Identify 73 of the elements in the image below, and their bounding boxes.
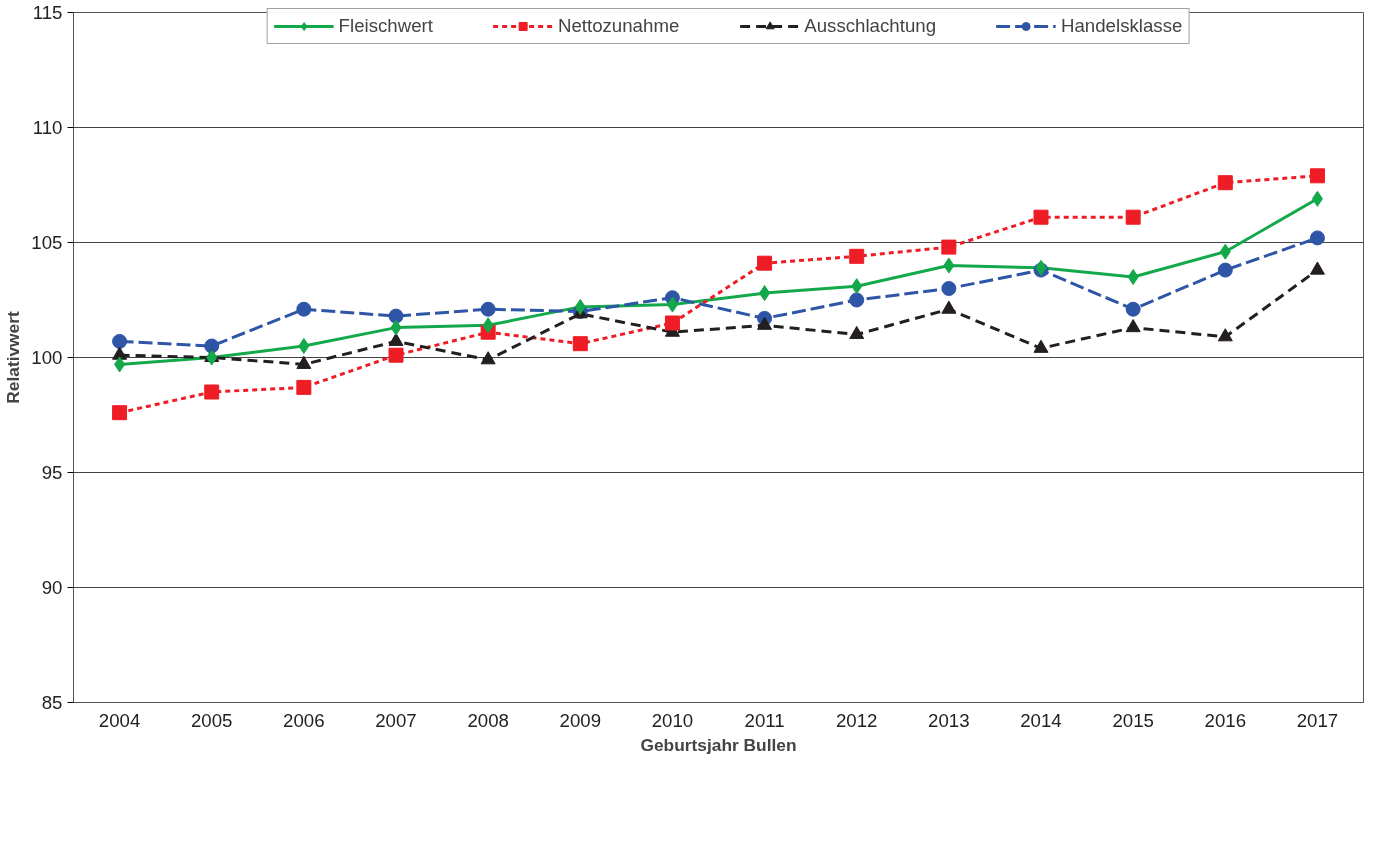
legend-label: Handelsklasse — [1061, 14, 1183, 37]
legend-label: Ausschlachtung — [804, 14, 937, 37]
point — [112, 346, 128, 360]
x-tick-label: 2009 — [559, 709, 602, 731]
point — [1217, 262, 1233, 278]
point — [1309, 261, 1325, 275]
point — [666, 296, 678, 313]
point — [757, 255, 773, 271]
x-tick-label: 2010 — [651, 709, 694, 731]
point — [204, 384, 220, 400]
x-tick-label: 2004 — [98, 709, 141, 731]
legend-label: Fleischwert — [338, 14, 433, 37]
point — [298, 338, 310, 354]
point — [296, 355, 312, 369]
x-tick-label: 2012 — [835, 709, 878, 731]
point — [388, 308, 404, 324]
y-tick-label: 90 — [41, 577, 63, 598]
point — [757, 316, 773, 330]
y-tick-label: 105 — [31, 232, 63, 253]
x-tick-label: 2015 — [1112, 709, 1154, 731]
point — [759, 285, 771, 302]
point — [1125, 301, 1141, 317]
point — [943, 257, 955, 274]
point — [849, 292, 865, 308]
x-tick-label: 2011 — [744, 709, 785, 731]
y-tick-label: 95 — [41, 462, 63, 483]
point — [112, 333, 128, 349]
point — [1309, 230, 1325, 246]
point — [114, 356, 126, 373]
point — [1311, 190, 1323, 207]
x-axis-title: Geburtsjahr Bullen — [640, 734, 797, 755]
point — [1033, 339, 1049, 353]
y-tick-label: 100 — [31, 347, 63, 368]
point — [388, 332, 404, 346]
x-tick-label: 2006 — [283, 709, 325, 731]
point — [1217, 328, 1233, 342]
point — [1125, 209, 1141, 225]
x-tick-label: 2014 — [1020, 709, 1062, 731]
point — [1217, 175, 1233, 191]
x-tick-label: 2005 — [190, 709, 233, 731]
point — [480, 301, 496, 317]
point — [296, 301, 312, 317]
y-tick-label: 110 — [32, 117, 63, 138]
x-tick-label: 2013 — [928, 709, 970, 731]
point — [849, 325, 865, 340]
point — [1127, 269, 1139, 285]
y-axis-title: Relativwert — [3, 311, 24, 404]
point — [574, 298, 586, 315]
point — [941, 281, 957, 296]
point — [941, 300, 957, 314]
point — [390, 319, 402, 336]
point — [664, 315, 680, 331]
point — [849, 248, 865, 264]
point — [941, 239, 957, 255]
x-tick-label: 2017 — [1296, 709, 1339, 731]
point — [1309, 168, 1325, 184]
y-tick-label: 115 — [32, 2, 63, 23]
point — [851, 278, 863, 295]
point — [1219, 243, 1231, 260]
point — [388, 347, 404, 363]
point — [480, 351, 496, 365]
legend-label: Nettozunahme — [557, 14, 680, 37]
point — [112, 405, 128, 421]
x-tick-label: 2016 — [1204, 709, 1247, 731]
point — [296, 379, 312, 395]
point — [572, 336, 588, 352]
point — [482, 317, 494, 334]
x-tick-label: 2008 — [467, 709, 509, 731]
x-tick-label: 2007 — [375, 709, 417, 731]
point — [1033, 209, 1049, 225]
point — [1125, 319, 1141, 333]
point — [204, 338, 220, 354]
y-tick-label: 85 — [41, 692, 63, 713]
